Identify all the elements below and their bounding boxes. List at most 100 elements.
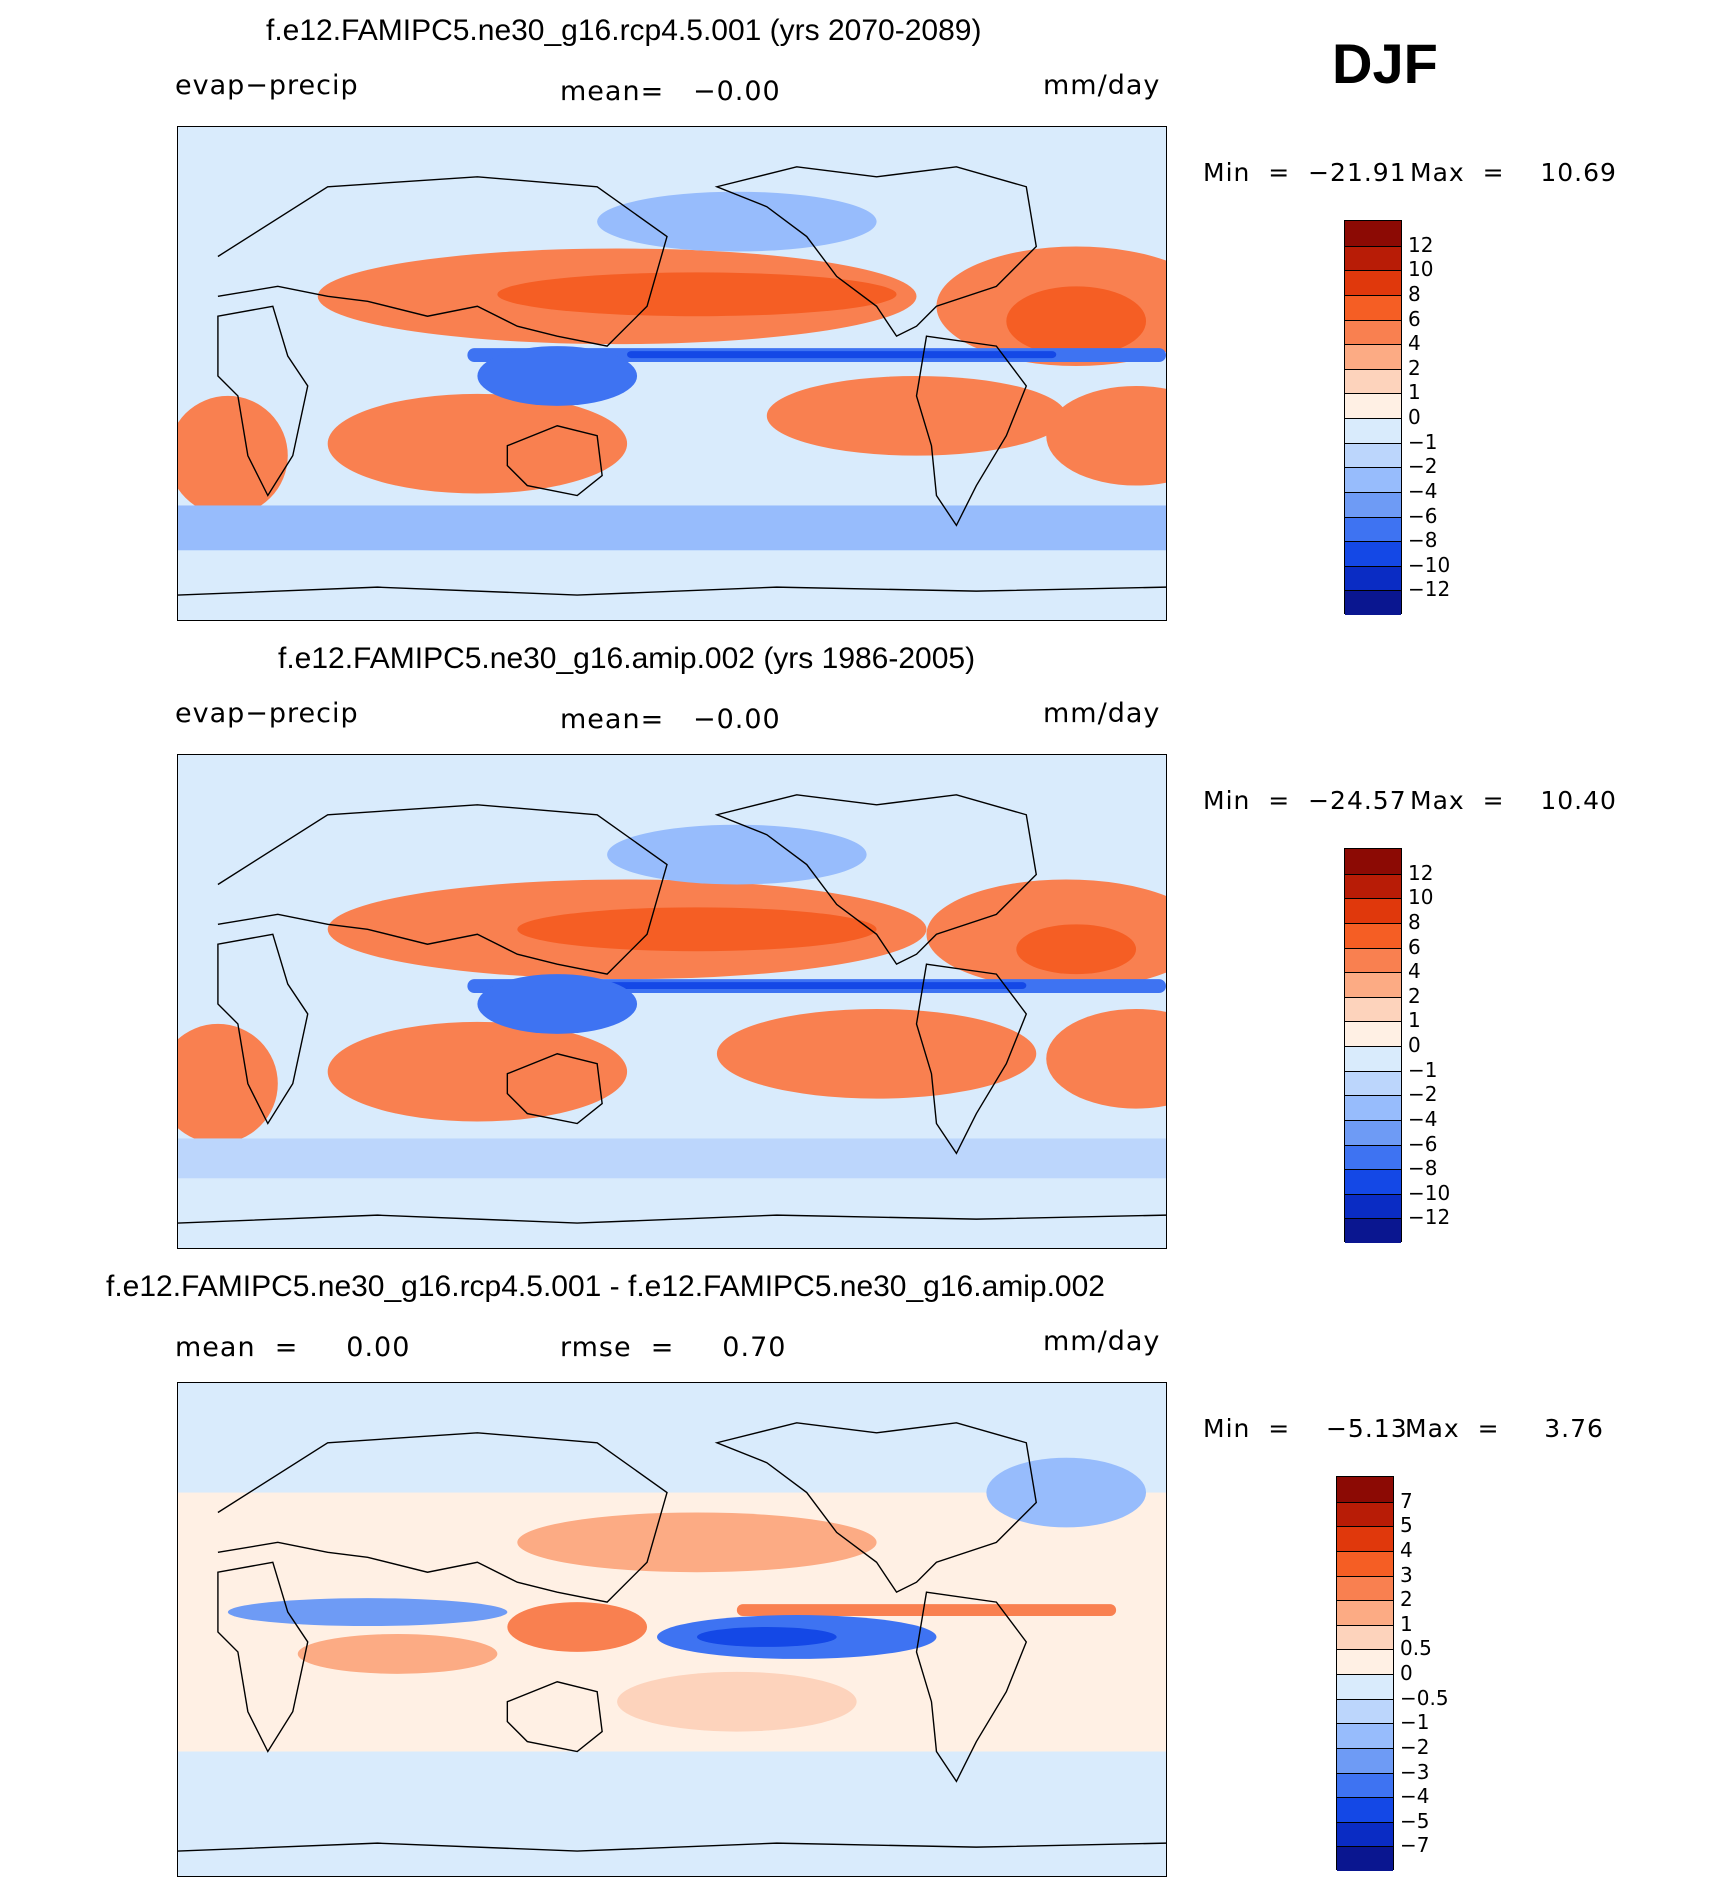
panel1-map-svg — [178, 166, 1166, 596]
panel2-mean-label: mean= −0.00 — [560, 704, 781, 735]
colorbar-level-label: 0 — [1400, 1661, 1413, 1685]
colorbar-level-label: −1 — [1408, 1057, 1438, 1082]
panel3-colorbar — [1336, 1476, 1394, 1871]
colorbar-swatch — [1345, 849, 1401, 874]
panel1-field-southern-ocean — [178, 505, 1166, 551]
colorbar-swatch — [1337, 1846, 1393, 1871]
panel3-title: f.e12.FAMIPC5.ne30_g16.rcp4.5.001 - f.e1… — [106, 1270, 1105, 1303]
colorbar-level-label: 2 — [1408, 355, 1421, 380]
panel3-min-label: Min = −5.13 — [1203, 1414, 1408, 1443]
panel1-units-label: mm/day — [1043, 70, 1161, 101]
colorbar-swatch — [1345, 922, 1401, 948]
panel2-coast-south-america — [915, 963, 1028, 1155]
panel2-coastlines — [178, 794, 1166, 1224]
colorbar-level-label: 2 — [1408, 983, 1421, 1008]
colorbar-swatch — [1345, 270, 1401, 295]
colorbar-swatch — [1345, 1169, 1401, 1194]
panel3-field-n-pacific-positive — [517, 1512, 877, 1573]
panel3-field-indian-negative — [227, 1598, 508, 1627]
panel2-units-label: mm/day — [1043, 698, 1161, 729]
panel2-coast-north-america — [714, 794, 1038, 966]
panel2-coast-antarctica — [178, 1214, 1166, 1224]
panel2-colorbar — [1344, 848, 1402, 1243]
colorbar-swatch — [1345, 1218, 1401, 1243]
panel1-coast-antarctica — [178, 586, 1166, 596]
colorbar-swatch — [1337, 1821, 1393, 1847]
colorbar-level-label: 0.5 — [1400, 1636, 1432, 1661]
colorbar-level-label: −3 — [1400, 1759, 1430, 1784]
colorbar-level-label: 4 — [1408, 331, 1421, 356]
colorbar-swatch — [1345, 565, 1401, 591]
colorbar-level-label: 6 — [1408, 934, 1421, 959]
season-label: DJF — [1332, 32, 1438, 95]
panel3-field-indian-positive — [297, 1633, 498, 1674]
panel2-field-n-pacific-negative — [607, 824, 867, 885]
panel3-coast-africa — [217, 1561, 309, 1753]
panel3-rmse-label: rmse = 0.70 — [560, 1332, 787, 1363]
panel1-field-n-pacific-negative — [597, 191, 877, 252]
colorbar-swatch — [1345, 947, 1401, 973]
colorbar-level-label: −8 — [1408, 528, 1438, 553]
colorbar-level-label: −4 — [1408, 1106, 1438, 1131]
panel1-variable-label: evap−precip — [175, 70, 359, 101]
colorbar-swatch — [1345, 221, 1401, 246]
colorbar-swatch — [1337, 1477, 1393, 1502]
colorbar-swatch — [1345, 972, 1401, 997]
colorbar-level-label: 12 — [1408, 232, 1434, 257]
colorbar-level-label: 0 — [1408, 1033, 1421, 1057]
panel2-field-itcz-core — [607, 982, 1027, 990]
colorbar-swatch — [1345, 541, 1401, 566]
colorbar-swatch — [1337, 1747, 1393, 1773]
colorbar-level-label: 10 — [1408, 885, 1434, 910]
colorbar-level-label: −12 — [1408, 1205, 1451, 1230]
colorbar-swatch — [1345, 368, 1401, 394]
panel3-field-itcz-positive — [736, 1604, 1117, 1617]
colorbar-level-label: 12 — [1408, 860, 1434, 885]
panel1-field-africa-positive — [178, 395, 288, 516]
panel1-coast-north-america — [714, 166, 1038, 338]
panel1-coast-eurasia — [217, 176, 668, 347]
panel2-field-atlantic-core — [1016, 924, 1137, 975]
colorbar-swatch — [1337, 1600, 1393, 1625]
panel1-coast-australia — [506, 425, 603, 497]
colorbar-swatch — [1337, 1797, 1393, 1822]
panel1-field-s-atlantic-positive — [1046, 385, 1166, 486]
colorbar-level-label: −4 — [1400, 1784, 1430, 1809]
colorbar-swatch — [1337, 1624, 1393, 1650]
panel2-coast-africa — [217, 933, 309, 1125]
colorbar-level-label: −2 — [1408, 454, 1438, 479]
panel1-map — [177, 126, 1167, 621]
colorbar-swatch — [1345, 245, 1401, 271]
colorbar-swatch — [1345, 319, 1401, 345]
panel3-map-svg — [178, 1422, 1166, 1852]
panel2-field-nw-pacific-core — [517, 907, 877, 952]
panel1-field-s-indian-positive — [327, 393, 628, 494]
colorbar-swatch — [1345, 1144, 1401, 1170]
colorbar-level-label: −0.5 — [1400, 1685, 1449, 1710]
colorbar-swatch — [1345, 873, 1401, 899]
colorbar-level-label: 1 — [1408, 1008, 1421, 1033]
panel2-field-s-indian-positive — [327, 1021, 628, 1122]
panel3-field-pacific-negative-core — [696, 1627, 837, 1647]
colorbar-level-label: 4 — [1400, 1537, 1413, 1562]
panel1-field-nw-pacific-core — [497, 272, 897, 317]
panel3-coast-australia — [506, 1681, 603, 1753]
panel1-coast-africa — [217, 305, 309, 497]
colorbar-swatch — [1337, 1550, 1393, 1576]
colorbar-swatch — [1345, 1095, 1401, 1120]
panel1-coastlines — [178, 166, 1166, 596]
panel2-coast-eurasia — [217, 804, 668, 975]
colorbar-level-label: −6 — [1408, 503, 1438, 528]
panel2-map-svg — [178, 794, 1166, 1224]
colorbar-level-label: −2 — [1408, 1082, 1438, 1107]
panel2-coast-australia — [506, 1053, 603, 1125]
colorbar-level-label: 8 — [1408, 281, 1421, 306]
colorbar-level-label: 0 — [1408, 405, 1421, 429]
panel3-mean-label: mean = 0.00 — [175, 1332, 411, 1363]
colorbar-swatch — [1337, 1772, 1393, 1798]
panel1-title: f.e12.FAMIPC5.ne30_g16.rcp4.5.001 (yrs 2… — [266, 14, 982, 47]
colorbar-level-label: −10 — [1408, 1180, 1451, 1205]
panel2-field-se-pacific-positive — [716, 1008, 1037, 1099]
colorbar-swatch — [1337, 1723, 1393, 1748]
panel3-map — [177, 1382, 1167, 1877]
